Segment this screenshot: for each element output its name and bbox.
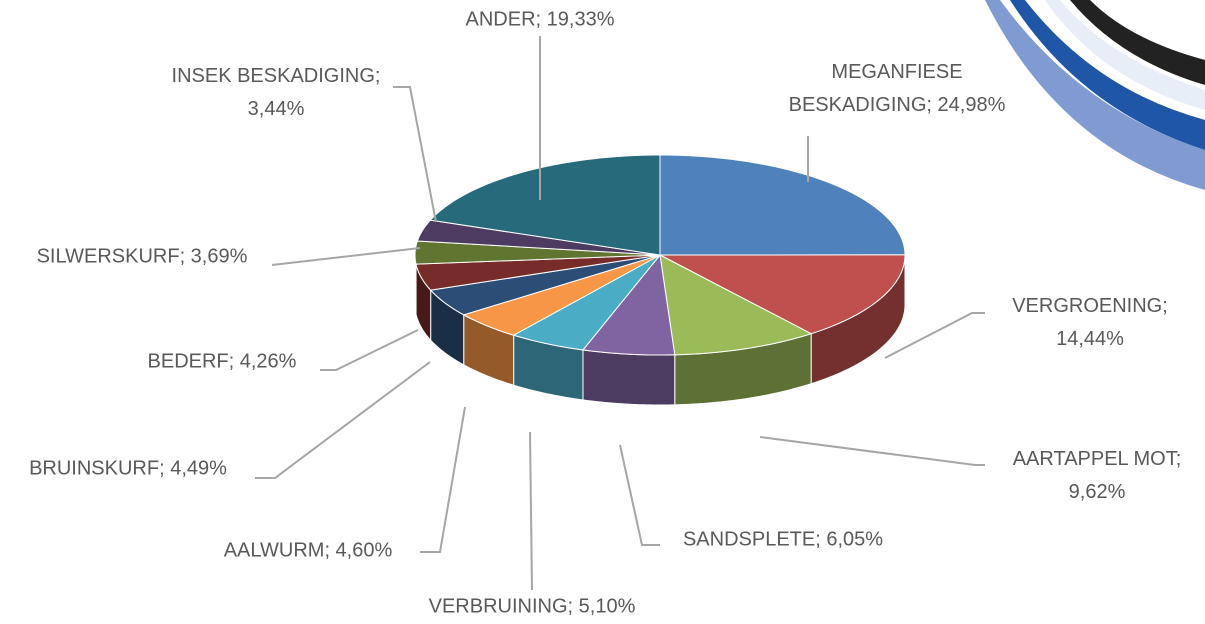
logo (985, 0, 1205, 190)
leader-line (255, 362, 430, 478)
leader-line (320, 330, 418, 370)
leader-line (620, 445, 660, 545)
data-label: SANDSPLETE; 6,05% (683, 528, 883, 550)
data-label: AARTAPPEL MOT;9,62% (1013, 448, 1182, 503)
data-label: VERGROENING;14,44% (1012, 295, 1168, 350)
leader-line (393, 87, 436, 222)
leader-line (760, 437, 985, 465)
data-label: BEDERF; 4,26% (148, 350, 297, 372)
chart: MEGANFIESEBESKADIGING; 24,98% VERGROENING… (0, 0, 1205, 624)
data-label: AALWURM; 4,60% (224, 539, 393, 561)
data-label: INSEK BESKADIGING;3,44% (172, 65, 381, 120)
leader-line (420, 407, 465, 552)
leader-line (272, 248, 420, 265)
slice-side (583, 350, 675, 405)
data-label: VERBRUINING; 5,10% (429, 595, 636, 617)
data-label: SILWERSKURF; 3,69% (37, 245, 248, 267)
page: MEGANFIESEBESKADIGING; 24,98% VERGROENING… (0, 0, 1205, 624)
data-label: BRUINSKURF; 4,49% (29, 457, 227, 479)
data-label: ANDER; 19,33% (466, 8, 615, 30)
slice (660, 155, 905, 255)
leader-line (530, 432, 532, 590)
